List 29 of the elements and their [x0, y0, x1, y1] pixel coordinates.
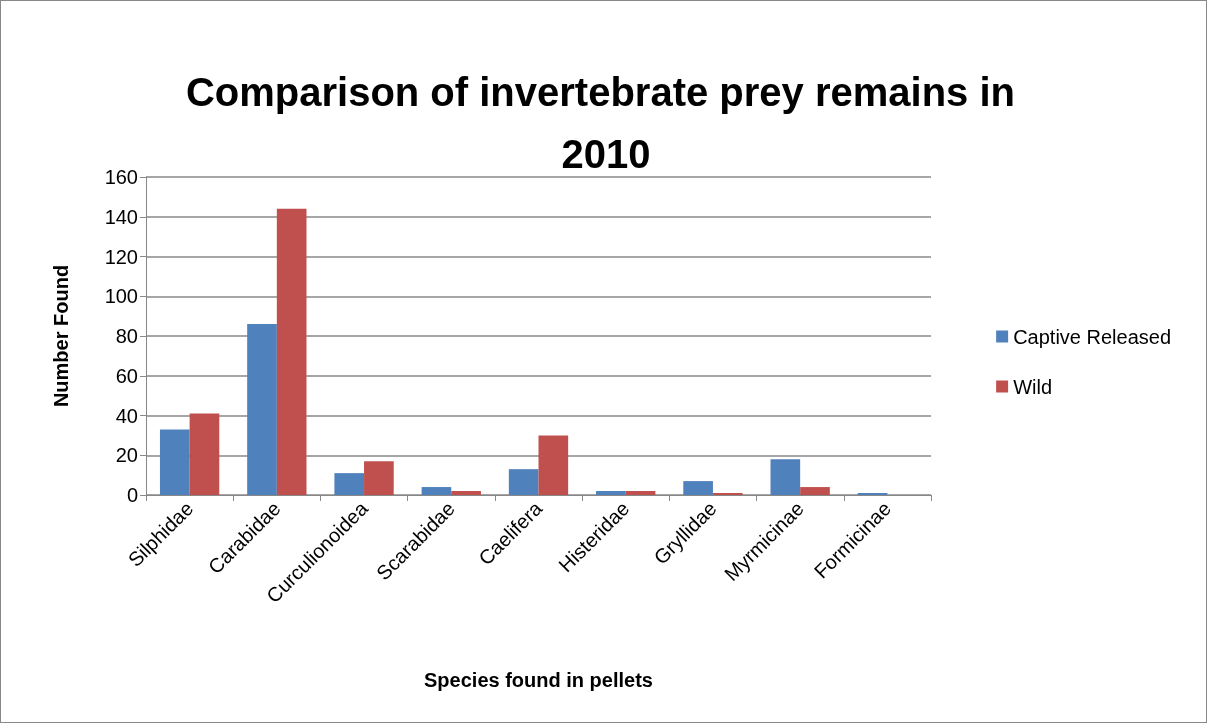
bar [334, 473, 365, 495]
bar [625, 491, 656, 495]
bar [683, 481, 713, 495]
bar [276, 208, 307, 495]
y-tick-label: 60 [115, 364, 138, 387]
y-tick-label: 80 [115, 325, 138, 347]
bar [159, 429, 190, 495]
bar [538, 435, 569, 495]
bar [596, 491, 626, 495]
bar [451, 491, 481, 495]
x-axis-title: Species found in pellets [424, 669, 653, 691]
legend-label: Wild [1013, 375, 1053, 398]
legend-label: Captive Released [1013, 325, 1171, 348]
bar [189, 413, 220, 495]
y-tick-label: 160 [104, 166, 138, 188]
y-tick-label: 20 [115, 444, 138, 467]
y-tick-label: 120 [104, 245, 138, 268]
bar [364, 461, 394, 495]
bar [800, 487, 830, 495]
y-tick-label: 140 [104, 205, 138, 228]
bar [770, 459, 801, 495]
chart-title: Comparison of invertebrate prey remains in 2010 [185, 70, 1027, 176]
y-axis-title: Number Found [50, 264, 72, 408]
y-tick-label: 0 [126, 484, 138, 506]
bar [508, 469, 539, 495]
bar [247, 324, 277, 495]
y-tick-label: 40 [115, 404, 138, 427]
bar [421, 487, 452, 495]
y-tick-label: 100 [104, 285, 138, 308]
